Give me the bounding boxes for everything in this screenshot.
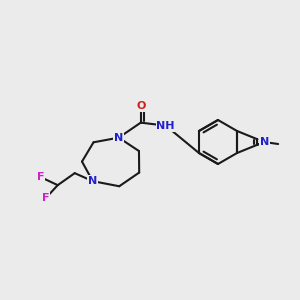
- Text: N: N: [260, 137, 269, 147]
- Text: O: O: [136, 100, 146, 111]
- Text: NH: NH: [157, 121, 175, 130]
- Text: N: N: [114, 133, 123, 142]
- Text: N: N: [260, 137, 269, 147]
- Text: NH: NH: [157, 121, 175, 130]
- Text: F: F: [37, 172, 44, 182]
- Text: N: N: [114, 133, 123, 142]
- Text: N: N: [88, 176, 97, 186]
- Text: N: N: [88, 176, 97, 186]
- Text: F: F: [42, 193, 50, 203]
- Text: F: F: [37, 172, 44, 182]
- Text: F: F: [42, 193, 50, 203]
- Text: O: O: [136, 100, 146, 111]
